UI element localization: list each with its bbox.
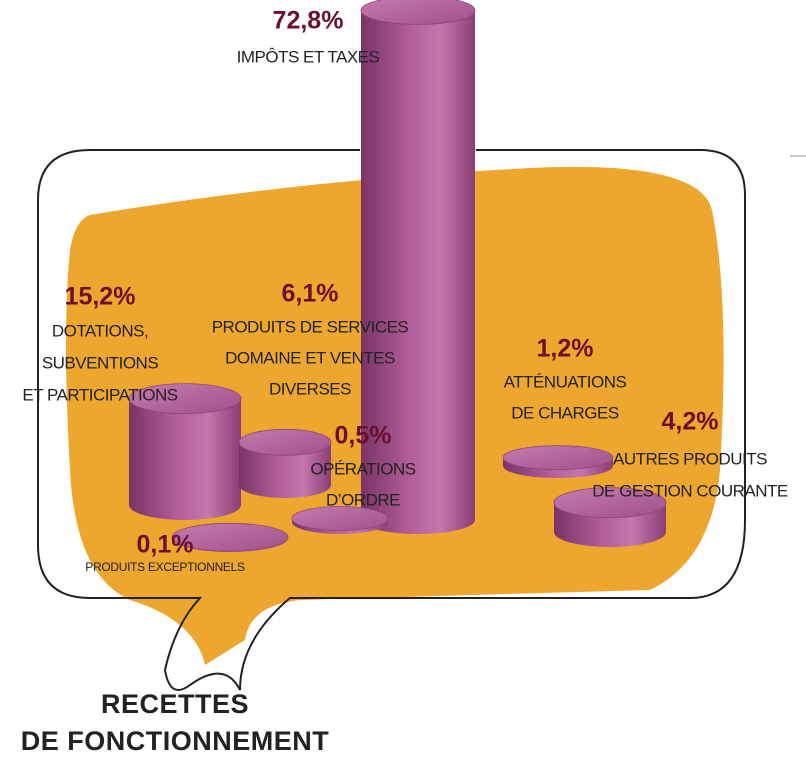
cylinder-top — [360, 0, 476, 25]
value-label: 4,2% — [662, 408, 719, 436]
cylinder-body — [503, 457, 613, 478]
title-line: DE FONCTIONNEMENT — [21, 726, 330, 756]
category-label: ATTÉNUATIONS — [504, 372, 627, 391]
category-label: DOTATIONS, — [52, 321, 148, 340]
category-label: DIVERSES — [269, 379, 351, 398]
value-label: 6,1% — [282, 280, 339, 308]
value-label: 0,1% — [137, 531, 194, 559]
category-label: DE CHARGES — [511, 403, 619, 422]
category-label: SUBVENTIONS — [42, 353, 159, 372]
category-label: DOMAINE ET VENTES — [225, 348, 395, 367]
value-label: 72,8% — [273, 7, 344, 35]
category-label: PRODUITS EXCEPTIONNELS — [85, 560, 245, 574]
category-label: ET PARTICIPATIONS — [22, 385, 177, 404]
category-label: PRODUITS DE SERVICES — [212, 317, 409, 336]
category-label: DE GESTION COURANTE — [592, 481, 788, 500]
cylinder-top — [502, 445, 614, 471]
cylinder-body — [239, 442, 331, 498]
cylinder-top — [171, 522, 289, 552]
cylinder-body — [361, 10, 475, 534]
category-label: D’ORDRE — [326, 490, 400, 509]
cylinder-body — [554, 502, 666, 547]
category-label: OPÉRATIONS — [310, 459, 415, 478]
cylinder-top — [238, 428, 332, 456]
value-label: 0,5% — [335, 422, 392, 450]
title-line: RECETTES — [101, 689, 249, 719]
cylinders — [128, 0, 667, 552]
value-label: 15,2% — [65, 283, 136, 311]
cylinder-body — [292, 518, 388, 534]
category-label: AUTRES PRODUITS — [613, 449, 767, 468]
cylinder-top — [128, 383, 242, 415]
bubble-outline — [37, 149, 746, 691]
category-label: IMPÔTS ET TAXES — [237, 47, 380, 66]
cylinder-top — [553, 487, 667, 519]
labels: 72,8% IMPÔTS ET TAXES 15,2% DOTATIONS, SUBVE… — [22, 7, 788, 575]
cylinder-top — [291, 506, 389, 531]
cylinder-body — [129, 398, 241, 520]
value-label: 1,2% — [537, 335, 594, 363]
